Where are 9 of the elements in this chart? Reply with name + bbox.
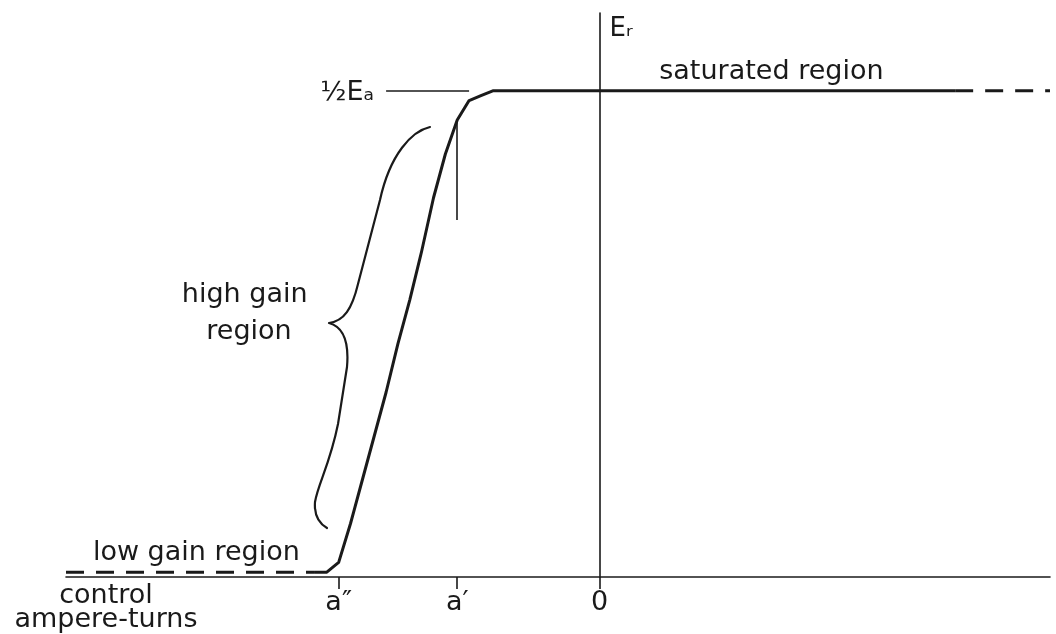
annotation: high gain region — [181, 277, 317, 346]
ref-line-label: ½Eₐ — [320, 75, 375, 107]
x-tick-label: a′ — [445, 584, 469, 616]
x-tick-label: a″ — [325, 584, 352, 616]
annotation: low gain region — [92, 535, 300, 567]
x-tick-label: 0 — [590, 584, 609, 616]
x-axis-title: control ampere-turns — [14, 577, 198, 633]
annotation: saturated region — [659, 53, 884, 85]
y-axis-title: Eᵣ — [609, 12, 633, 42]
